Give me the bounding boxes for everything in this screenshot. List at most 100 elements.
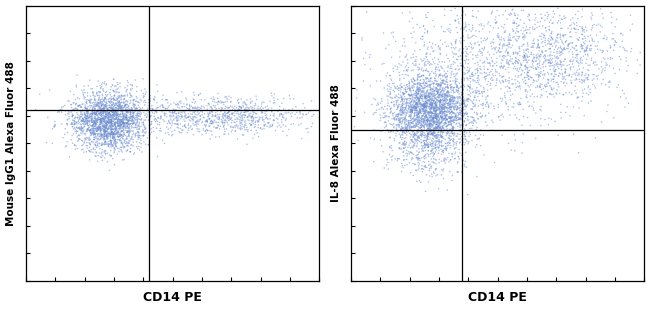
Point xyxy=(100,96,110,101)
Point xyxy=(419,111,430,116)
Point xyxy=(447,109,457,114)
Point xyxy=(466,74,476,79)
Point xyxy=(118,119,128,124)
Point xyxy=(188,118,198,123)
Point xyxy=(510,31,521,36)
Point xyxy=(133,99,143,104)
Point xyxy=(106,124,116,129)
Point xyxy=(115,111,125,116)
Point xyxy=(394,70,404,75)
Point xyxy=(80,103,90,108)
Point xyxy=(120,141,131,146)
Point xyxy=(395,95,405,100)
Point xyxy=(173,125,183,130)
Point xyxy=(146,106,156,111)
Point xyxy=(391,102,402,107)
Point xyxy=(138,123,149,128)
Point xyxy=(449,120,460,125)
Point xyxy=(430,114,441,119)
Point xyxy=(486,11,497,16)
Point xyxy=(558,47,569,52)
Point xyxy=(433,113,443,118)
Point xyxy=(456,63,466,68)
Point xyxy=(128,143,138,148)
Point xyxy=(433,111,443,116)
Point xyxy=(528,56,539,61)
Point xyxy=(227,108,238,113)
Point xyxy=(495,73,505,78)
Point xyxy=(417,147,427,152)
Point xyxy=(177,114,187,119)
Point xyxy=(84,149,95,154)
Point xyxy=(153,122,163,127)
Point xyxy=(441,157,451,162)
Point xyxy=(434,103,445,108)
Point xyxy=(75,116,85,121)
Point xyxy=(521,30,532,35)
Point xyxy=(514,46,525,51)
Point xyxy=(391,39,401,44)
Point xyxy=(483,50,493,55)
Point xyxy=(64,99,74,104)
Point xyxy=(410,82,421,87)
Point xyxy=(404,113,414,117)
Point xyxy=(98,106,108,111)
Point xyxy=(448,59,459,64)
Point xyxy=(436,110,446,115)
Point xyxy=(136,138,146,143)
Point xyxy=(460,58,471,63)
Point xyxy=(94,90,105,95)
Point xyxy=(575,49,586,54)
Point xyxy=(586,42,596,47)
Point xyxy=(524,12,534,17)
Point xyxy=(96,110,106,115)
Point xyxy=(430,112,441,117)
Point xyxy=(89,115,99,120)
Point xyxy=(99,79,110,84)
Point xyxy=(431,122,441,127)
Point xyxy=(437,111,448,116)
Point xyxy=(171,115,181,120)
Point xyxy=(453,86,463,91)
Point xyxy=(510,148,520,153)
Point xyxy=(573,37,584,42)
Point xyxy=(510,66,521,71)
Point xyxy=(540,38,551,43)
Point xyxy=(233,106,244,111)
Point xyxy=(111,115,122,120)
Point xyxy=(208,95,218,100)
Point xyxy=(119,100,129,105)
Point xyxy=(441,105,451,110)
Point xyxy=(444,151,454,156)
Point xyxy=(96,128,107,133)
Point xyxy=(412,115,423,120)
Point xyxy=(545,61,556,66)
Point xyxy=(460,159,471,164)
Point xyxy=(427,174,437,179)
Point xyxy=(385,92,395,97)
Point xyxy=(566,26,577,31)
Point xyxy=(146,108,157,113)
Point xyxy=(414,95,424,100)
Point xyxy=(430,119,440,124)
Point xyxy=(92,102,102,107)
Point xyxy=(505,35,515,40)
Point xyxy=(549,74,559,79)
Point xyxy=(443,94,453,99)
Point xyxy=(495,42,505,47)
Point xyxy=(442,123,452,128)
Point xyxy=(553,45,564,50)
Point xyxy=(572,37,582,42)
Point xyxy=(98,137,109,142)
Point xyxy=(533,42,543,47)
Point xyxy=(92,103,103,108)
Point xyxy=(276,125,286,130)
Point xyxy=(428,111,438,116)
Point xyxy=(116,133,126,138)
Point xyxy=(429,116,439,121)
Point xyxy=(460,150,471,155)
Point xyxy=(92,136,103,141)
Point xyxy=(296,136,307,141)
Point xyxy=(414,115,424,120)
Point xyxy=(526,52,536,57)
